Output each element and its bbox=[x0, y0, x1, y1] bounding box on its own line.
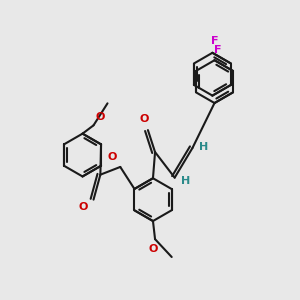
Text: H: H bbox=[199, 142, 208, 152]
Text: O: O bbox=[79, 202, 88, 212]
Text: O: O bbox=[95, 112, 104, 122]
Text: F: F bbox=[211, 36, 218, 46]
Text: H: H bbox=[181, 176, 190, 186]
Text: F: F bbox=[214, 45, 222, 55]
Text: O: O bbox=[140, 114, 149, 124]
Text: O: O bbox=[149, 244, 158, 254]
Text: O: O bbox=[108, 152, 117, 163]
